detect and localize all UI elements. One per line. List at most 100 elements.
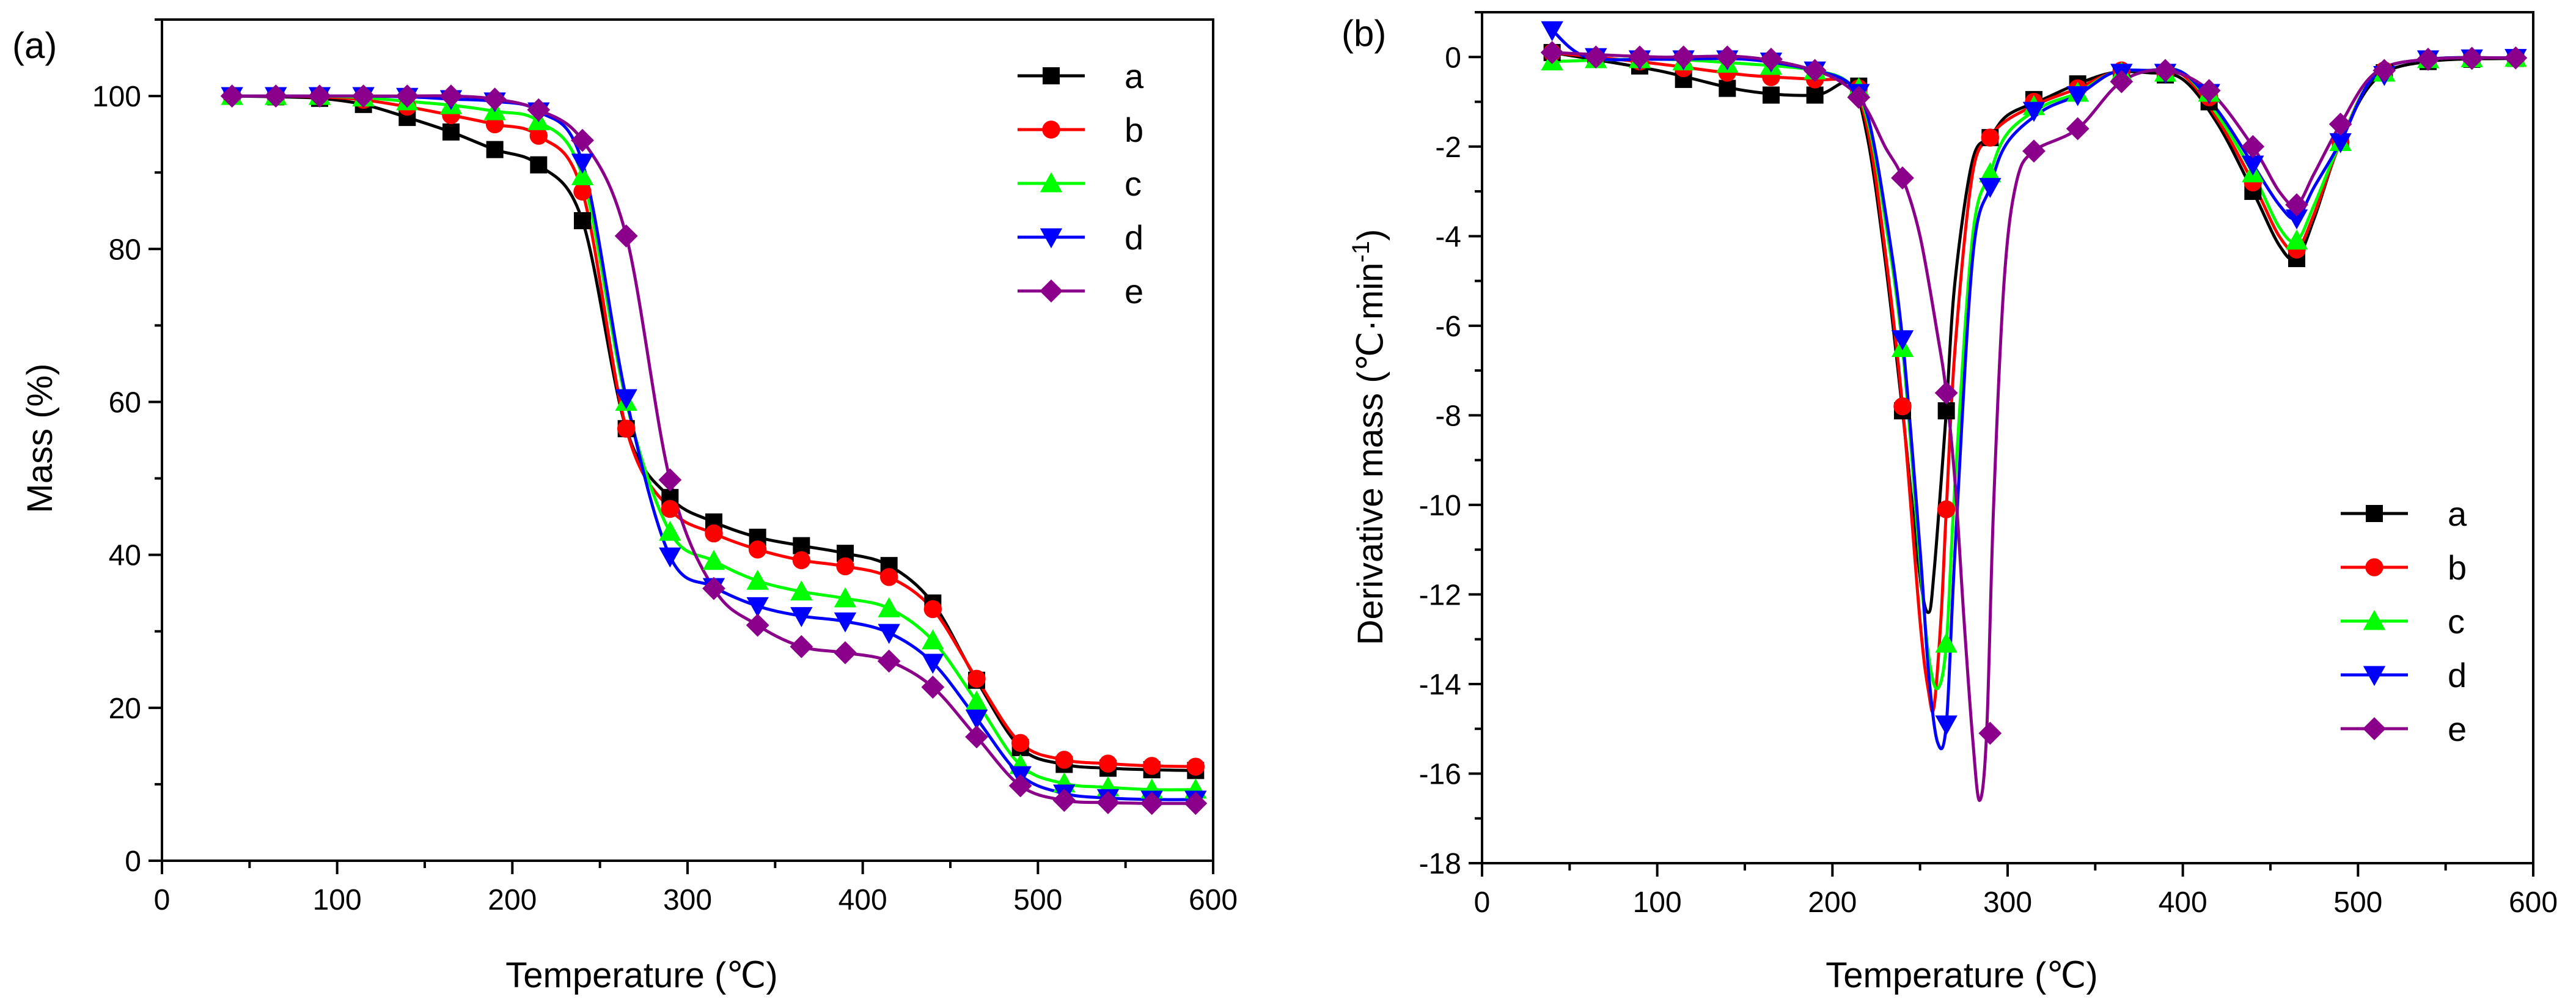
panel-a-y-tick-label: 100 [92,81,141,113]
panel-b-series-e-point [2504,46,2528,70]
panel-a-series-b-point [617,419,636,438]
panel-b-series-e-line [1552,51,2516,802]
panel-a-series-b-point [1055,751,1074,769]
panel-b-series-b-point [1981,128,2000,147]
panel-a-series-e-point [1052,789,1076,812]
panel-a-series-e-point [790,635,813,658]
panel-b-legend-b-label: b [2448,548,2467,587]
panel-a-series-e-point [614,224,638,248]
panel-a-series-e-point [1096,791,1120,814]
panel-b-series-a-point [1763,86,1780,104]
panel-b-series-e-point [2460,46,2484,70]
panel-b-x-tick-label: 400 [2159,886,2207,919]
panel-b-series-e-point [1540,41,1564,64]
panel-a-y-tick-label: 20 [109,693,141,725]
panel-a-series-c-point [790,580,813,601]
panel-a-series-e-point [658,468,682,491]
panel-a-x-tick-label: 400 [838,884,887,916]
panel-b-y-axis-title: Derivative mass (℃·min-1) [1348,229,1390,646]
panel-b-series-e-point [1891,166,1914,190]
panel-b-y-tick-label: -16 [1419,758,1461,790]
panel-a-series-a-line [232,94,1196,772]
panel-a-y-tick-label: 40 [109,540,141,572]
panel-a-x-tick-label: 600 [1189,884,1238,916]
panel-a-series-d-point [571,153,594,174]
panel-a-series-d-point [834,612,857,633]
panel-a-plot-frame [161,18,1214,862]
panel-b-legend-c-marker [2363,609,2386,630]
panel-a-series-c-point [922,629,944,650]
panel-b-series-d-point [2022,101,2046,122]
panel-a-x-tick-label: 300 [663,884,712,916]
panel-b-y-tick-label: -8 [1435,400,1461,432]
panel-b-y-tick-label: -18 [1419,848,1461,880]
panel-a-series-e-point [921,676,945,699]
panel-a-series-c-line [232,94,1196,792]
panel-b-series-e-point [2066,117,2090,141]
panel-b-series-e-point [2328,112,2352,136]
panel-a-series-e-point [264,84,288,108]
panel-a-legend-b-marker [1042,120,1060,139]
panel-b-x-tick-label: 200 [1808,886,1857,919]
panel-b-plot-frame [1481,11,2534,864]
panel-b-legend-a-label: a [2448,495,2467,533]
panel-b-series-e-point [2372,59,2396,83]
panel-b-legend-e-label: e [2448,710,2467,748]
panel-a-y-tick-label: 0 [125,845,141,878]
panel-b-series-d-point [1979,178,2002,198]
panel-b-y-tick-label: -14 [1419,669,1461,701]
panel-a-series-b-point [705,524,723,543]
panel-a-markers [220,84,1208,815]
panel-a-series-a-point [486,141,504,158]
panel-b-y-tick-label: 0 [1445,42,1461,74]
panel-a-series-c-point [965,690,988,711]
panel-b-series-a-point [1937,402,1955,420]
panel-a-series-b-point [1186,757,1205,776]
panel-a-x-axis-title: Temperature (℃) [505,955,777,995]
panel-b-series-d-line [1551,29,2516,751]
panel-a-series-b-point [836,557,854,576]
panel-a-series-b-line [232,94,1196,768]
panel-a-series-e-point [571,128,594,152]
panel-b-x-tick-label: 500 [2333,886,2382,919]
panel-b-series-e-point [2154,59,2177,83]
panel-b-x-tick-label: 300 [1983,886,2032,919]
panel-b-series-c-point [2285,229,2308,250]
panel-a-legend-d-label: d [1125,218,1143,257]
panel-a-series-b-point [879,568,898,586]
panel-a-series-a-point [442,123,460,141]
panel-b-series-d-point [2242,155,2264,176]
panel-a-series-e-point [702,576,725,600]
panel-a-series-e-point [1140,792,1164,815]
panel-b-y-tick-label: -4 [1435,221,1461,253]
panel-a-series-b-point [529,127,548,145]
panel-a-x-tick-label: 500 [1013,884,1062,916]
panel-b-series-e-point [2285,193,2308,216]
panel-a-series-b-point [967,669,986,688]
panel-a-series-e-point [351,84,375,108]
panel-a-series-e-point [1008,774,1032,798]
panel-a-y-tick-label: 60 [109,386,141,419]
panel-b-series-b-point [1893,397,1912,416]
panel-a-series-b-point [1011,734,1030,753]
panel-a-series-d-point [878,624,900,644]
panel-a-legend-d-marker [1040,228,1063,249]
panel-b-series-e-point [1760,48,1783,71]
panel-a-series-b-point [573,182,592,201]
panel-a-series-b-point [1142,757,1161,775]
panel-a-series-e-point [439,84,463,108]
panel-b-series-d-point [1935,715,1958,736]
panel-b-series-e-point [1803,59,1827,83]
panel-b-y-tick-label: -10 [1419,490,1461,522]
panel-b-y-tick-label: -2 [1435,131,1461,164]
panel-a-series-d-line [232,94,1196,801]
panel-a-series-c-point [702,550,725,570]
panel-b-series-a-line [1552,51,2516,614]
panel-a-series-c-point [878,597,900,617]
panel-b-series-c-point [1935,632,1958,653]
panel-a-series-c-point [571,165,594,185]
panel-b-legend-d-marker [2363,666,2386,687]
panel-a-series-b-point [748,540,767,559]
